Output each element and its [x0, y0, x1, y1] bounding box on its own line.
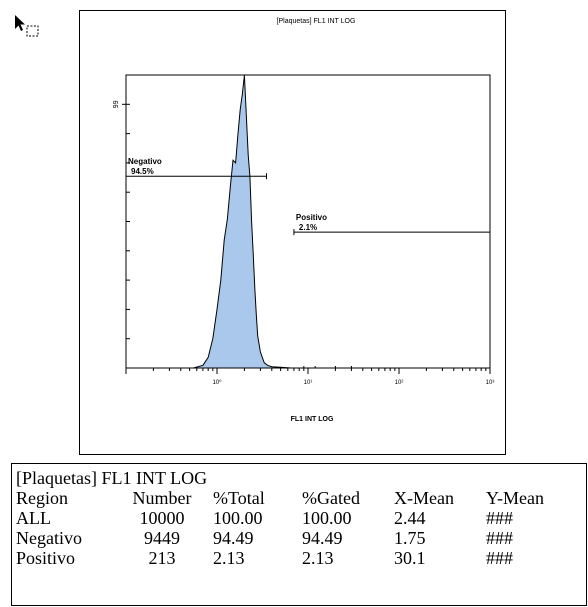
x-tick-label: 10³ — [486, 380, 495, 386]
stats-cell: 100.00 — [302, 508, 352, 528]
histogram-area — [193, 74, 292, 369]
column-header: %Gated — [302, 488, 360, 508]
region-name: Positivo — [16, 548, 76, 568]
region-percent-label: 2.1% — [299, 223, 317, 232]
stats-cell: 10000 — [139, 508, 185, 528]
chart-title: [Plaquetas] FL1 INT LOG — [277, 18, 356, 25]
histogram-panel: [Plaquetas] FL1 INT LOG FL1 INT LOG 99 10… — [79, 10, 506, 455]
column-header: %Total — [213, 488, 265, 508]
column-header: X-Mean — [394, 488, 454, 508]
x-axis-label: FL1 INT LOG — [291, 416, 334, 423]
x-tick-label: 10⁰ — [212, 379, 222, 386]
stats-cell: 30.1 — [394, 548, 426, 568]
column-header: Y-Mean — [486, 488, 544, 508]
statistics-table: [Plaquetas] FL1 INT LOG Region Number %Tot… — [11, 463, 587, 606]
stats-cell: ### — [486, 528, 513, 548]
region-percent-label: 94.5% — [131, 167, 154, 176]
column-header: Number — [132, 488, 192, 508]
region-name: ALL — [16, 508, 51, 528]
histogram-chart: [Plaquetas] FL1 INT LOG FL1 INT LOG 99 10… — [113, 18, 495, 423]
stats-cell: 2.44 — [394, 508, 426, 528]
stats-cell: 9449 — [144, 528, 180, 548]
region-name: Negativo — [16, 528, 82, 548]
x-tick-label: 10¹ — [304, 380, 313, 386]
region-name-label: Negativo — [128, 157, 162, 166]
region-name-label: Positivo — [296, 213, 327, 222]
stats-cell: 94.49 — [213, 528, 254, 548]
stats-cell: 94.49 — [302, 528, 343, 548]
y-tick-label: 99 — [113, 100, 120, 108]
stats-cell: 213 — [148, 548, 176, 568]
stats-cell: ### — [486, 548, 513, 568]
stats-title: [Plaquetas] FL1 INT LOG — [16, 468, 208, 488]
stats-cell: 1.75 — [394, 528, 426, 548]
stats-cell: 2.13 — [213, 548, 245, 568]
stats-cell: ### — [486, 508, 513, 528]
stats-cell: 2.13 — [302, 548, 334, 568]
cursor-icon — [15, 15, 39, 37]
stats-cell: 100.00 — [213, 508, 263, 528]
column-header: Region — [16, 488, 68, 508]
x-tick-label: 10² — [395, 380, 404, 386]
